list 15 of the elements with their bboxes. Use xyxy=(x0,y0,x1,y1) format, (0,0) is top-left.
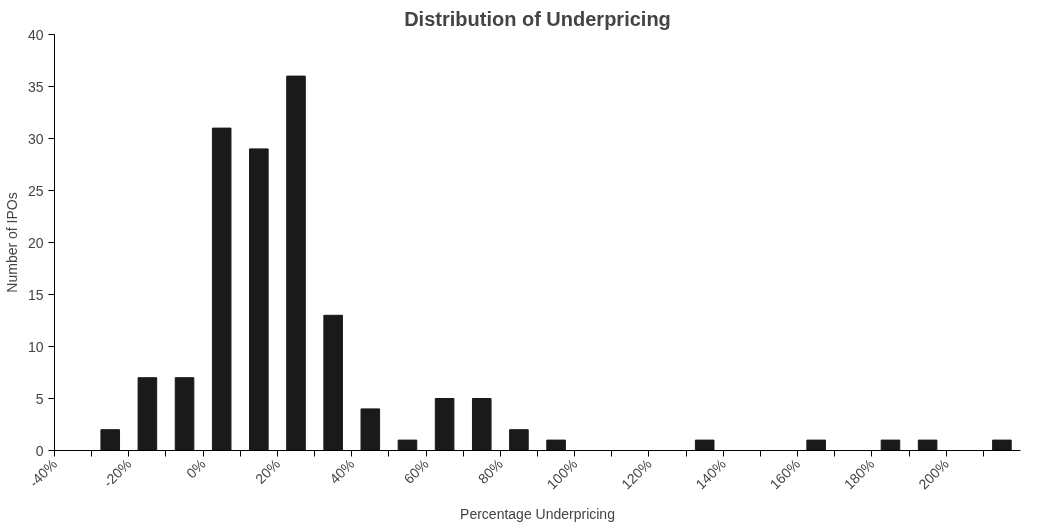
y-tick-label: 10 xyxy=(27,338,44,355)
y-tick-label: 20 xyxy=(27,234,44,251)
x-tick-label: 40% xyxy=(326,455,358,487)
y-tick-label: 0 xyxy=(35,442,44,459)
x-axis-title: Percentage Underpricing xyxy=(460,506,615,523)
y-tick-label: 25 xyxy=(27,182,44,199)
y-tick-label: 5 xyxy=(35,390,44,407)
y-axis-title: Number of IPOs xyxy=(3,192,20,293)
x-tick-label: 0% xyxy=(183,455,209,482)
y-tick-label: 30 xyxy=(27,130,44,147)
y-tick-label: 35 xyxy=(27,78,44,95)
chart-title: Distribution of Underpricing xyxy=(404,7,671,30)
y-tick-label: 40 xyxy=(27,26,44,43)
x-tick-label: 60% xyxy=(400,455,432,487)
y-tick-label: 15 xyxy=(27,286,44,303)
